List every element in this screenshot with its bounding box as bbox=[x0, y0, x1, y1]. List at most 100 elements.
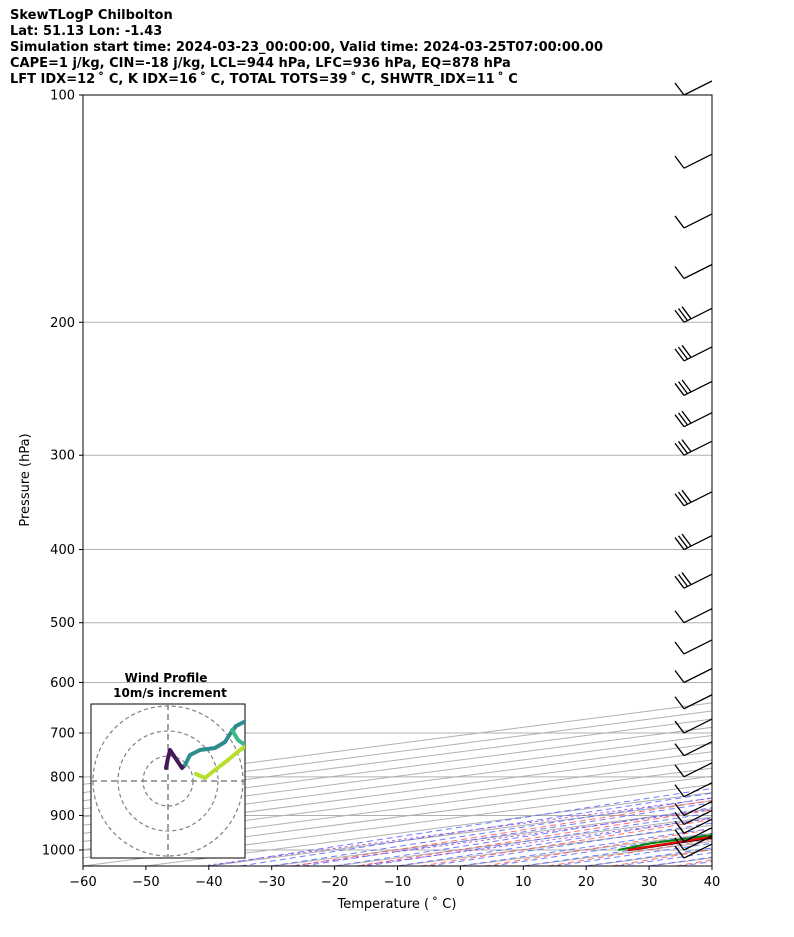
wind-barb bbox=[674, 639, 713, 655]
inset-ring bbox=[117, 730, 219, 832]
wind-barb-flag bbox=[674, 720, 685, 734]
wind-barb-flag bbox=[674, 670, 685, 683]
y-axis-label: Pressure (hPa) bbox=[18, 433, 33, 526]
wind-barb-flag bbox=[674, 812, 685, 825]
y-tick-label: 400 bbox=[50, 543, 75, 558]
wind-barb bbox=[674, 306, 713, 323]
wind-barb-staff bbox=[683, 718, 713, 734]
wind-barb bbox=[674, 843, 713, 859]
wind-barb-flag bbox=[674, 820, 685, 834]
moist-adiabat-line bbox=[554, 842, 712, 866]
wind-barb-flag bbox=[674, 743, 685, 757]
wind-barb bbox=[674, 667, 713, 684]
wind-barb bbox=[674, 741, 713, 757]
dewpoint-profile-line bbox=[618, 834, 712, 851]
wind-barb bbox=[674, 835, 713, 851]
wind-barb-flag bbox=[674, 696, 685, 710]
isotherm-line bbox=[83, 726, 712, 810]
wind-barb-staff bbox=[683, 213, 713, 229]
dry-adiabat-line bbox=[293, 799, 712, 866]
wind-barb-flag bbox=[677, 535, 689, 549]
isotherm-line bbox=[83, 702, 712, 785]
wind-barb-flag bbox=[674, 784, 685, 798]
dry-adiabat-line bbox=[356, 809, 712, 866]
moist-adiabat-line bbox=[711, 865, 712, 866]
wind-barb-flag bbox=[674, 610, 685, 624]
wind-barb-staff bbox=[683, 639, 713, 655]
wind-barb-staff bbox=[683, 534, 713, 551]
x-tick-label: −10 bbox=[384, 875, 411, 890]
wind-barb-flag bbox=[674, 803, 685, 816]
wind-barb bbox=[674, 762, 713, 778]
wind-barb-flag bbox=[677, 381, 689, 395]
isotherm-line bbox=[83, 710, 712, 794]
wind-barb bbox=[674, 489, 713, 507]
wind-barb-flag bbox=[674, 641, 685, 655]
wind-barb bbox=[674, 80, 713, 96]
hodograph-segment bbox=[194, 744, 245, 780]
wind-barb bbox=[674, 533, 713, 551]
wind-barb-staff bbox=[683, 380, 713, 397]
x-tick-label: 20 bbox=[578, 875, 595, 890]
moist-adiabat-line bbox=[586, 847, 712, 866]
moist-adiabat-line bbox=[366, 812, 712, 866]
wind-barb-staff bbox=[683, 667, 713, 684]
wind-barb bbox=[674, 379, 713, 397]
wind-barb bbox=[674, 344, 713, 362]
y-tick-label: 900 bbox=[50, 809, 75, 824]
cape-info: CAPE=1 j/kg, CIN=-18 j/kg, LCL=944 hPa, … bbox=[10, 56, 511, 71]
isotherm-line bbox=[586, 849, 712, 866]
wind-barb-flag bbox=[674, 309, 685, 323]
x-tick-label: 30 bbox=[641, 875, 658, 890]
wind-barb bbox=[674, 827, 713, 843]
wind-barb-flag bbox=[674, 493, 685, 507]
moist-adiabat-line bbox=[240, 792, 712, 866]
wind-barb-flag bbox=[681, 439, 692, 453]
x-tick-label: 10 bbox=[515, 875, 532, 890]
temperature-profile-line bbox=[627, 835, 712, 851]
isotherm-line bbox=[460, 832, 712, 866]
wind-barb bbox=[674, 809, 713, 826]
moist-adiabat-line bbox=[617, 852, 712, 866]
wind-barb-staff bbox=[683, 782, 713, 798]
hodograph-segment bbox=[164, 748, 187, 770]
wind-barb-flag bbox=[681, 344, 692, 358]
wind-barb-flag bbox=[674, 348, 685, 362]
wind-barb-staff bbox=[683, 835, 713, 851]
isotherm-line bbox=[711, 865, 712, 866]
moist-adiabat-line bbox=[271, 797, 712, 866]
isotherm-line bbox=[83, 734, 712, 818]
wind-barb-flag bbox=[677, 346, 689, 360]
dry-adiabat-line bbox=[612, 849, 712, 866]
wind-barb-flag bbox=[674, 837, 685, 851]
moist-adiabat-line bbox=[460, 827, 712, 866]
wind-barb-flag bbox=[674, 383, 685, 396]
y-tick-label: 700 bbox=[50, 727, 75, 742]
title: SkewTLogP Chilbolton bbox=[10, 8, 173, 23]
wind-barb-flag bbox=[677, 573, 689, 587]
y-tick-label: 100 bbox=[50, 89, 75, 104]
wind-barb-flag bbox=[674, 155, 685, 169]
y-tick-label: 200 bbox=[50, 316, 75, 331]
time-info: Simulation start time: 2024-03-23_00:00:… bbox=[10, 40, 603, 55]
wind-barb-staff bbox=[683, 440, 713, 456]
wind-barb-staff bbox=[683, 608, 713, 624]
wind-barb-flag bbox=[674, 82, 685, 96]
wind-profile-inset: Wind Profile 10m/s increment bbox=[90, 671, 246, 859]
inset-title: Wind Profile bbox=[125, 671, 208, 685]
wind-barb bbox=[674, 213, 713, 229]
cape-shading bbox=[627, 836, 712, 850]
wind-barb-flag bbox=[677, 412, 689, 426]
wind-barb-flag bbox=[674, 442, 685, 456]
x-axis-label: Temperature ( ˚ C) bbox=[337, 896, 457, 912]
chart-header: SkewTLogP Chilbolton Lat: 51.13 Lon: -1.… bbox=[10, 8, 603, 88]
wind-barb bbox=[674, 800, 713, 817]
wind-barb-flag bbox=[681, 410, 692, 424]
wind-barb bbox=[674, 263, 713, 280]
isotherm-line bbox=[649, 857, 712, 866]
wind-barb-staff bbox=[683, 827, 713, 843]
wind-barb-staff bbox=[683, 412, 713, 428]
wind-barb-flag bbox=[681, 489, 692, 503]
wind-barb-flag bbox=[674, 845, 685, 859]
wind-barb-flag bbox=[681, 533, 692, 547]
